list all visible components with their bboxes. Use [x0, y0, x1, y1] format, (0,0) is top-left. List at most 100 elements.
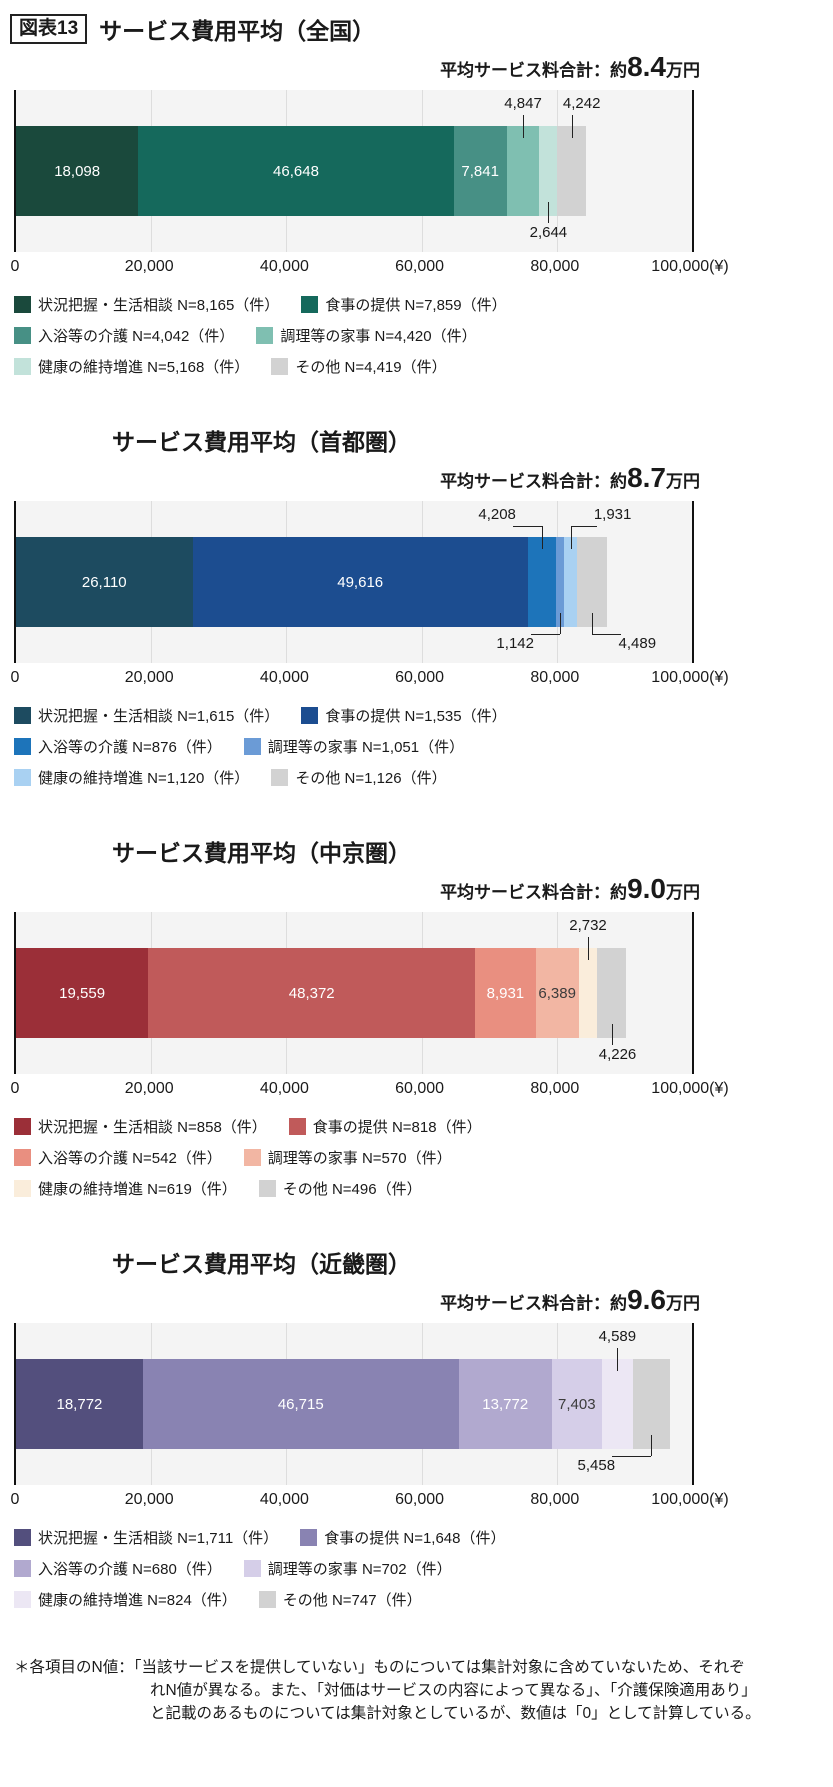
segment-value-label: 48,372: [288, 984, 335, 1002]
legend: 状況把握・生活相談 N=8,165（件） 食事の提供 N=7,859（件） 入浴等の…: [14, 294, 833, 377]
segment-value-callout: 4,589: [598, 1328, 637, 1345]
total-suffix: 万円: [666, 61, 700, 80]
total-value: 8.4: [627, 51, 666, 82]
legend-item: 状況把握・生活相談 N=858（件）: [14, 1116, 267, 1137]
bar-segment: 19,559: [16, 948, 149, 1038]
legend-swatch: [14, 1180, 31, 1197]
axis-tick-label: 40,000: [259, 1491, 309, 1508]
legend-swatch: [271, 358, 289, 375]
total-label: 平均サービス料合計：約9.6万円: [0, 1283, 700, 1317]
legend-item: 状況把握・生活相談 N=1,615（件）: [14, 705, 279, 726]
x-axis: 0 20,000 40,000 60,000 80,000 100,000(¥): [10, 1485, 728, 1515]
axis-tick-label: 60,000: [395, 669, 445, 686]
legend-item: その他 N=747（件）: [258, 1589, 422, 1610]
footnote-line: と記載のあるものについては集計対象としているが、数値は「0」として計算している。: [150, 1705, 761, 1722]
plot-area: 26,110 49,616 4,208 1,142 1,931 4,489: [14, 501, 694, 663]
legend-label: 調理等の家事 N=1,051（件）: [267, 739, 465, 756]
legend-label: 食事の提供 N=818（件）: [312, 1119, 482, 1136]
legend-label: その他 N=747（件）: [282, 1592, 422, 1609]
legend-label: その他 N=496（件）: [282, 1181, 422, 1198]
x-axis: 0 20,000 40,000 60,000 80,000 100,000(¥): [10, 252, 728, 282]
segment-value-callout: 4,208: [478, 506, 516, 523]
legend-row: 健康の維持増進 N=1,120（件） その他 N=1,126（件）: [14, 767, 833, 788]
legend-swatch: [288, 1118, 306, 1135]
legend-swatch: [14, 1529, 31, 1546]
axis-tick-label: 80,000: [530, 669, 580, 686]
legend-label: 食事の提供 N=1,535（件）: [325, 708, 507, 725]
bar-segment: [506, 126, 540, 216]
legend-item: 調理等の家事 N=702（件）: [243, 1558, 452, 1579]
bar-segment: [564, 537, 578, 627]
callout-connector-line: [592, 634, 622, 635]
legend-row: 入浴等の介護 N=542（件） 調理等の家事 N=570（件）: [14, 1147, 833, 1168]
bar-segment: [601, 1359, 633, 1449]
chart-title: サービス費用平均（首都圏）: [112, 429, 411, 455]
chart-section: 図表13 サービス費用平均（全国） 平均サービス料合計：約8.4万円 18,098 46…: [0, 12, 833, 377]
legend-label: 状況把握・生活相談 N=1,615（件）: [38, 708, 280, 725]
legend-label: 入浴等の介護 N=542（件）: [38, 1150, 222, 1167]
segment-value-label: 19,559: [59, 984, 106, 1002]
segment-value-label: 7,403: [558, 1395, 596, 1413]
legend-label: 健康の維持増進 N=1,120（件）: [38, 770, 250, 787]
axis-tick-label: 80,000: [530, 258, 580, 275]
legend-swatch: [243, 1149, 261, 1166]
bar-segment: 6,389: [535, 948, 579, 1038]
bar-segment: 48,372: [148, 948, 476, 1038]
legend-row: 入浴等の介護 N=876（件） 調理等の家事 N=1,051（件）: [14, 736, 833, 757]
axis-tick-label: 60,000: [395, 258, 445, 275]
segment-value-callout: 2,732: [569, 917, 607, 934]
callout-connector-line: [548, 202, 550, 223]
bar-segment: 18,098: [16, 126, 139, 216]
legend-label: 入浴等の介護 N=680（件）: [38, 1561, 222, 1578]
bar-segment: 49,616: [192, 537, 528, 627]
legend-row: 状況把握・生活相談 N=1,615（件） 食事の提供 N=1,535（件）: [14, 705, 833, 726]
legend-item: その他 N=4,419（件）: [271, 356, 447, 377]
legend-item: 健康の維持増進 N=1,120（件）: [14, 767, 249, 788]
legend-swatch: [14, 1118, 31, 1135]
segment-value-callout: 1,931: [593, 506, 632, 523]
legend-row: 入浴等の介護 N=4,042（件） 調理等の家事 N=4,420（件）: [14, 325, 833, 346]
axis-tick-label: 100,000(¥): [651, 1080, 729, 1097]
legend-item: 健康の維持増進 N=619（件）: [14, 1178, 237, 1199]
legend-item: その他 N=1,126（件）: [271, 767, 447, 788]
callout-connector-line: [513, 526, 543, 527]
segment-value-label: 26,110: [81, 573, 127, 591]
chart-header: サービス費用平均（近畿圏）: [100, 1245, 833, 1279]
bar-segment: 7,841: [453, 126, 507, 216]
legend-swatch: [258, 1180, 276, 1197]
legend-swatch: [14, 296, 31, 313]
legend-label: 食事の提供 N=1,648（件）: [324, 1530, 506, 1547]
bar-segment: 46,715: [142, 1359, 459, 1449]
chart-header: サービス費用平均（首都圏）: [100, 423, 833, 457]
legend-label: その他 N=4,419（件）: [295, 359, 447, 376]
axis-tick-label: 0: [10, 258, 20, 275]
legend: 状況把握・生活相談 N=858（件） 食事の提供 N=818（件） 入浴等の介護 N…: [14, 1116, 833, 1199]
total-value: 8.7: [627, 462, 666, 493]
segment-value-label: 46,648: [273, 162, 319, 180]
chart-title: サービス費用平均（中京圏）: [112, 840, 411, 866]
legend-swatch: [301, 296, 319, 313]
legend-label: 入浴等の介護 N=4,042（件）: [38, 328, 235, 345]
legend-item: 食事の提供 N=818（件）: [288, 1116, 482, 1137]
total-prefix: 平均サービス料合計：約: [440, 883, 628, 902]
total-suffix: 万円: [666, 472, 700, 491]
bar-segment: [632, 1359, 670, 1449]
bar-segment: [557, 126, 586, 216]
axis-tick-label: 100,000(¥): [651, 258, 729, 275]
legend-swatch: [243, 1560, 261, 1577]
bar-segment: 13,772: [458, 1359, 552, 1449]
chart-section: サービス費用平均（近畿圏） 平均サービス料合計：約9.6万円 18,772 46,71…: [0, 1245, 833, 1610]
axis-tick-label: 80,000: [530, 1080, 580, 1097]
chart-section: サービス費用平均（首都圏） 平均サービス料合計：約8.7万円 26,110 49,61…: [0, 423, 833, 788]
callout-connector-line: [560, 613, 562, 634]
figure-page: 図表13 サービス費用平均（全国） 平均サービス料合計：約8.4万円 18,098 46…: [0, 12, 833, 1725]
axis-tick-label: 20,000: [124, 1080, 174, 1097]
legend-swatch: [14, 769, 31, 786]
chart-title: サービス費用平均（全国）: [99, 18, 376, 44]
legend-label: 入浴等の介護 N=876（件）: [38, 739, 222, 756]
legend-label: 健康の維持増進 N=619（件）: [38, 1181, 237, 1198]
legend-label: その他 N=1,126（件）: [295, 770, 447, 787]
bar-segment: [578, 948, 598, 1038]
bar-segment: 46,648: [138, 126, 454, 216]
total-suffix: 万円: [666, 1294, 700, 1313]
